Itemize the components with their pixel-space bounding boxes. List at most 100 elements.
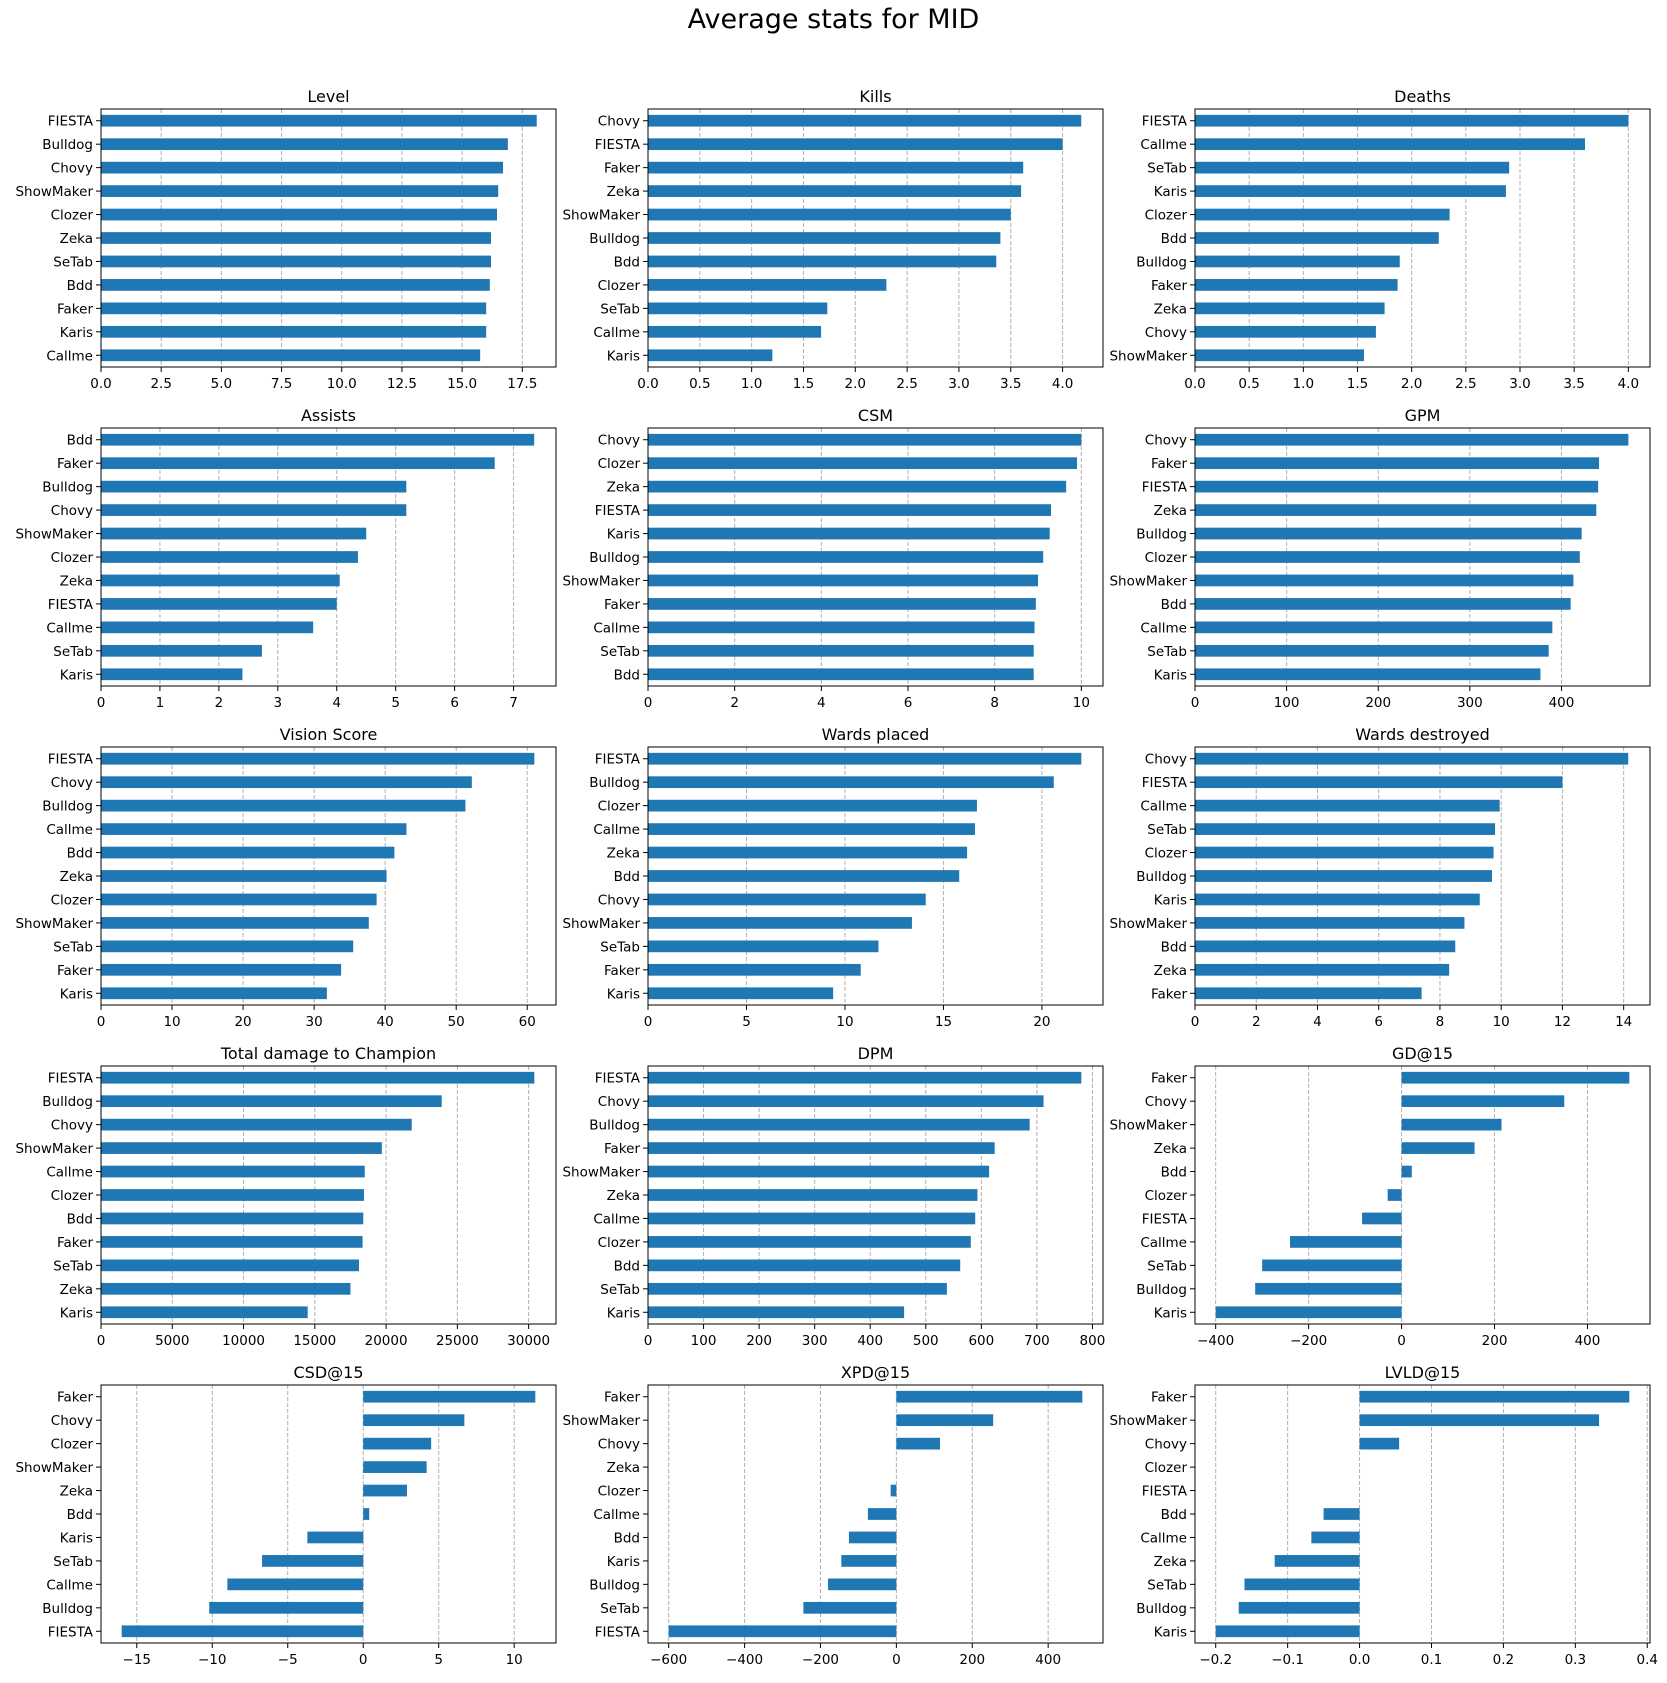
level-xtick-label-4: 10.0: [327, 376, 357, 392]
total-damage-to-champion-ylabel-faker: Faker: [57, 1235, 93, 1251]
csm-ylabel-bulldog: Bulldog: [589, 550, 640, 566]
wards-placed-bar-callme: [648, 823, 975, 835]
csd-15-frame: [100, 1384, 557, 1644]
csd-15-bar-bdd: [363, 1508, 370, 1520]
csm-xtick-label-0: 0: [644, 695, 653, 711]
vision-score-xtick-label-0: 0: [97, 1014, 106, 1030]
level-xtick-label-0: 0.0: [90, 376, 111, 392]
dpm-xtick-label-1: 100: [691, 1333, 717, 1349]
deaths-xtick-label-1: 0.5: [1238, 376, 1259, 392]
total-damage-to-champion-xtick-label-1: 5000: [155, 1333, 189, 1349]
csd-15-bar-clozer: [363, 1437, 432, 1450]
deaths-xtick-label-5: 2.5: [1455, 376, 1476, 392]
xpd-15-ylabel-setab: SeTab: [600, 1601, 640, 1617]
gpm-ylabel-bdd: Bdd: [1161, 597, 1187, 613]
gd-15-title: GD@15: [1392, 1044, 1453, 1063]
dpm-ylabel-fiesta: FIESTA: [595, 1071, 641, 1087]
wards-placed-frame: [647, 746, 1104, 1006]
csm-ylabel-faker: Faker: [604, 597, 640, 613]
kills-bar-bdd: [648, 255, 997, 268]
deaths-bar-faker: [1195, 279, 1398, 291]
lvld-15-bar-faker: [1359, 1390, 1630, 1403]
dpm-ylabel-zeka: Zeka: [607, 1188, 640, 1204]
assists-frame: [100, 427, 557, 687]
lvld-15-ylabel-showmaker: ShowMaker: [1109, 1413, 1187, 1429]
wards-placed-ylabel-karis: Karis: [607, 986, 640, 1002]
xpd-15-bar-chovy: [896, 1437, 941, 1450]
lvld-15-xtick-label-3: 0.1: [1421, 1652, 1442, 1668]
assists-bar-bdd: [101, 433, 535, 446]
lvld-15-ylabel-clozer: Clozer: [1145, 1460, 1188, 1476]
level-ylabel-showmaker: ShowMaker: [15, 184, 93, 200]
dpm-xtick-label-3: 300: [802, 1333, 828, 1349]
kills-bar-chovy: [648, 114, 1082, 127]
gd-15-bar-zeka: [1401, 1142, 1475, 1154]
wards-destroyed-xtick-label-3: 6: [1374, 1014, 1383, 1030]
vision-score-xtick-label-2: 20: [234, 1014, 251, 1030]
lvld-15-bar-zeka: [1274, 1555, 1360, 1567]
lvld-15-ylabel-bdd: Bdd: [1161, 1507, 1187, 1523]
gpm-ylabel-chovy: Chovy: [1145, 433, 1187, 449]
chart-dpm: FIESTA Chovy Bulldog Faker ShowMaker Zeka Call…: [562, 1044, 1105, 1349]
dpm-bar-chovy: [648, 1095, 1044, 1108]
chart-csd-15: Faker Chovy Clozer ShowMaker Zeka Bdd Karis SeT…: [15, 1363, 557, 1668]
deaths-xtick-label-4: 2.0: [1401, 376, 1422, 392]
gpm-bar-bdd: [1195, 598, 1571, 610]
xpd-15-frame: [647, 1384, 1104, 1644]
deaths-title: Deaths: [1394, 87, 1451, 106]
wards-destroyed-xtick-label-6: 12: [1554, 1014, 1571, 1030]
level-bar-fiesta: [101, 114, 537, 127]
lvld-15-bar-bulldog: [1238, 1601, 1360, 1614]
wards-placed-ylabel-clozer: Clozer: [598, 799, 641, 815]
csd-15-xtick-label-2: −5: [278, 1652, 298, 1668]
deaths-xtick-label-8: 4.0: [1618, 376, 1639, 392]
total-damage-to-champion-ylabel-karis: Karis: [60, 1305, 93, 1321]
wards-destroyed-title: Wards destroyed: [1355, 725, 1490, 744]
gpm-xtick-label-3: 300: [1457, 695, 1483, 711]
xpd-15-ylabel-karis: Karis: [607, 1554, 640, 1570]
csm-xtick-label-4: 8: [990, 695, 999, 711]
csd-15-ylabel-bulldog: Bulldog: [42, 1601, 93, 1617]
gpm-ylabel-karis: Karis: [1154, 667, 1187, 683]
gpm-bar-zeka: [1195, 504, 1597, 516]
wards-placed-ylabel-faker: Faker: [604, 963, 640, 979]
csm-bar-faker: [648, 598, 1036, 610]
deaths-ylabel-showmaker: ShowMaker: [1109, 348, 1187, 364]
gd-15-xtick-label-1: −200: [1290, 1333, 1327, 1349]
kills-xtick-label-6: 3.0: [948, 376, 969, 392]
xpd-15-bar-fiesta: [668, 1625, 897, 1638]
assists-bar-setab: [101, 644, 262, 657]
assists-bar-zeka: [101, 574, 340, 587]
gd-15-bar-callme: [1290, 1236, 1402, 1248]
csd-15-xtick-label-0: −15: [123, 1652, 152, 1668]
vision-score-bar-zeka: [101, 870, 387, 882]
vision-score-xtick-label-6: 60: [519, 1014, 536, 1030]
wards-destroyed-ylabel-faker: Faker: [1151, 986, 1187, 1002]
assists-xtick-label-1: 1: [156, 695, 165, 711]
lvld-15-bar-bdd: [1323, 1508, 1360, 1520]
chart-assists: Bdd Faker Bulldog Chovy ShowMaker Clozer Zeka F…: [15, 406, 557, 711]
total-damage-to-champion-xtick-label-6: 30000: [507, 1333, 550, 1349]
wards-placed-ylabel-fiesta: FIESTA: [595, 752, 641, 768]
gd-15-ylabel-chovy: Chovy: [1145, 1094, 1187, 1110]
kills-xtick-label-1: 0.5: [689, 376, 710, 392]
wards-destroyed-bar-fiesta: [1195, 776, 1563, 789]
gpm-xtick-label-4: 400: [1549, 695, 1575, 711]
kills-ylabel-faker: Faker: [604, 161, 640, 177]
figure-title: Average stats for MID: [687, 4, 980, 35]
vision-score-bar-bulldog: [101, 799, 466, 812]
xpd-15-bar-clozer: [890, 1484, 897, 1497]
kills-ylabel-zeka: Zeka: [607, 184, 640, 200]
wards-destroyed-bar-clozer: [1195, 846, 1494, 859]
gpm-bar-chovy: [1195, 433, 1629, 446]
lvld-15-ylabel-zeka: Zeka: [1154, 1554, 1187, 1570]
csd-15-ylabel-clozer: Clozer: [51, 1437, 94, 1453]
chart-wards-placed: FIESTA Bulldog Clozer Callme Zeka Bdd Chovy Sho…: [562, 725, 1104, 1030]
total-damage-to-champion-bar-setab: [101, 1259, 360, 1272]
xpd-15-ylabel-chovy: Chovy: [598, 1437, 640, 1453]
level-frame: [100, 108, 557, 368]
gpm-ylabel-setab: SeTab: [1147, 644, 1187, 660]
dpm-bar-zeka: [648, 1189, 978, 1201]
assists-title: Assists: [301, 406, 356, 425]
lvld-15-xtick-label-0: −0.2: [1199, 1652, 1232, 1668]
